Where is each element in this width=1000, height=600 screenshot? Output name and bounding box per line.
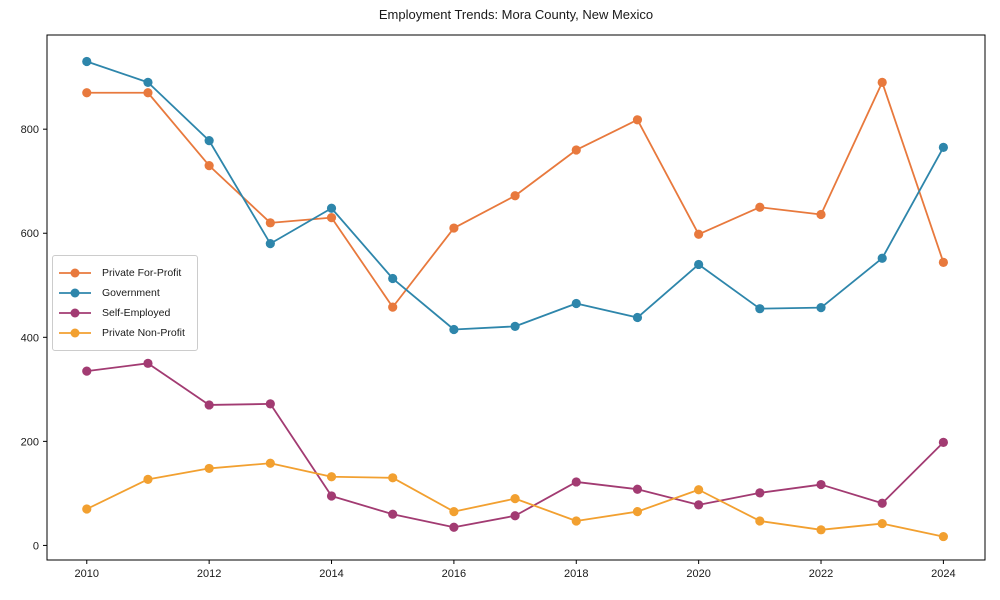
svg-text:2010: 2010: [75, 568, 99, 580]
legend-label: Private Non-Profit: [102, 327, 185, 339]
svg-text:0: 0: [33, 540, 39, 552]
svg-text:2020: 2020: [686, 568, 710, 580]
svg-text:2024: 2024: [931, 568, 955, 580]
legend-line-marker-icon: [59, 288, 91, 298]
chart-title: Employment Trends: Mora County, New Mexi…: [378, 7, 654, 22]
legend-line-marker-icon: [59, 268, 91, 278]
svg-text:800: 800: [21, 124, 39, 136]
legend-label: Private For-Profit: [102, 267, 182, 279]
svg-text:400: 400: [21, 332, 39, 344]
svg-text:2022: 2022: [809, 568, 833, 580]
legend-item-government: Government: [58, 283, 185, 303]
svg-text:2014: 2014: [319, 568, 343, 580]
legend-item-private-for-profit: Private For-Profit: [58, 263, 185, 283]
legend-line-marker-icon: [59, 308, 91, 318]
legend-label: Self-Employed: [102, 307, 171, 319]
svg-text:200: 200: [21, 436, 39, 448]
legend-line-marker-icon: [59, 328, 91, 338]
svg-text:2012: 2012: [197, 568, 221, 580]
svg-text:2016: 2016: [442, 568, 466, 580]
legend: Private For-Profit Government Self-Emplo…: [52, 255, 198, 351]
svg-text:600: 600: [21, 228, 39, 240]
svg-text:2018: 2018: [564, 568, 588, 580]
legend-item-self-employed: Self-Employed: [58, 303, 185, 323]
legend-item-private-non-profit: Private Non-Profit: [58, 323, 185, 343]
legend-label: Government: [102, 287, 160, 299]
